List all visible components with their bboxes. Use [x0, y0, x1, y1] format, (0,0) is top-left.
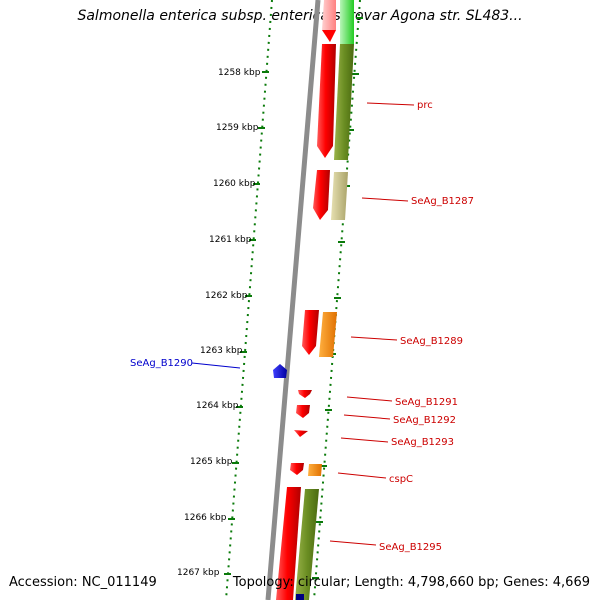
gene-label-leader — [343, 414, 391, 420]
gene-label-leader — [337, 472, 387, 479]
genome-backbone — [265, 0, 321, 600]
gene-label: SeAg_B1289 — [400, 336, 463, 347]
gene-label: SeAg_B1291 — [395, 397, 458, 408]
cds-arrow[interactable] — [302, 310, 319, 355]
scale-tick: 1258 kbp — [218, 68, 269, 78]
gene-SeAg_B1289[interactable]: SeAg_B1289 — [302, 310, 463, 357]
gene-label: SeAg_B1287 — [411, 196, 474, 207]
gene-cspC[interactable]: cspC — [290, 463, 413, 485]
gene-label-leader — [191, 362, 241, 369]
tick-label: 1259 kbp — [216, 123, 259, 133]
tick-label: 1261 kbp — [209, 235, 252, 245]
cog-block[interactable] — [296, 594, 304, 600]
cds-arrow[interactable] — [317, 44, 336, 158]
scale-tick: 1267 kbp — [177, 568, 231, 578]
accession-label: Accession: NC_011149 — [9, 575, 157, 590]
gene-label: cspC — [389, 474, 413, 485]
gene-SeAg_B1287[interactable]: SeAg_B1287 — [313, 170, 474, 220]
tick-label: 1258 kbp — [218, 68, 261, 78]
gene-label-leader — [340, 437, 389, 443]
genome-title: Salmonella enterica subsp. enterica sero… — [77, 8, 523, 24]
cds-arrow[interactable] — [296, 405, 310, 418]
cds-arrow[interactable] — [294, 430, 308, 437]
scale-tick: 1260 kbp — [213, 179, 260, 189]
cds-arrow[interactable] — [290, 463, 304, 475]
gene-SeAg_B1295[interactable]: SeAg_B1295 — [276, 487, 442, 600]
scale-tick: 1261 kbp — [209, 235, 256, 245]
tick-label: 1266 kbp — [184, 513, 227, 523]
cog-block[interactable] — [319, 312, 337, 357]
gene-label-leader — [346, 396, 393, 402]
tick-label: 1267 kbp — [177, 568, 220, 578]
gene-SeAg_B1291[interactable]: SeAg_B1291 — [298, 390, 458, 408]
scale-tick: 1266 kbp — [184, 513, 235, 523]
tick-label: 1262 kbp — [205, 291, 248, 301]
tick-label: 1264 kbp — [196, 401, 239, 411]
cog-block[interactable] — [334, 44, 354, 160]
tick-label: 1263 kbp — [200, 346, 243, 356]
tick-label: 1260 kbp — [213, 179, 256, 189]
cds-arrow[interactable] — [273, 364, 287, 378]
cds-arrow[interactable] — [276, 487, 301, 600]
gene-SeAg_B1293[interactable]: SeAg_B1293 — [294, 430, 454, 448]
gene-label: SeAg_B1293 — [391, 437, 454, 448]
scale-tick: 1265 kbp — [190, 457, 239, 467]
genome-summary: Topology: circular; Length: 4,798,660 bp… — [232, 575, 590, 590]
cog-block[interactable] — [308, 464, 322, 476]
gene-prc[interactable]: prc — [317, 0, 433, 160]
tick-label: 1265 kbp — [190, 457, 233, 467]
cog-block[interactable] — [340, 0, 354, 44]
scale-tick: 1259 kbp — [216, 123, 265, 133]
gene-label: SeAg_B1292 — [393, 415, 456, 426]
gene-label-leader — [361, 197, 409, 202]
scale-tick: 1263 kbp — [200, 346, 247, 356]
scale-ticks: 1258 kbp 1259 kbp 1260 kbp 1261 kbp 1262… — [177, 68, 269, 578]
cds-arrow[interactable] — [298, 390, 312, 398]
gene-label-leader — [366, 102, 415, 106]
cds-arrow[interactable] — [313, 170, 330, 220]
gene-label: prc — [417, 100, 433, 111]
outer-ring-ticks — [312, 17, 363, 579]
gene-label-leader — [329, 540, 377, 546]
scale-tick: 1264 kbp — [196, 401, 243, 411]
gene-label-leader — [350, 336, 398, 341]
gene-SeAg_B1292[interactable]: SeAg_B1292 — [296, 405, 456, 426]
cog-block[interactable] — [331, 172, 348, 220]
cog-block[interactable] — [295, 489, 319, 600]
gene-SeAg_B1290[interactable]: SeAg_B1290 — [130, 358, 287, 378]
scale-tick: 1262 kbp — [205, 291, 252, 301]
cds-arrow[interactable] — [322, 30, 336, 42]
gene-label: SeAg_B1290 — [130, 358, 193, 369]
gene-label: SeAg_B1295 — [379, 542, 442, 553]
